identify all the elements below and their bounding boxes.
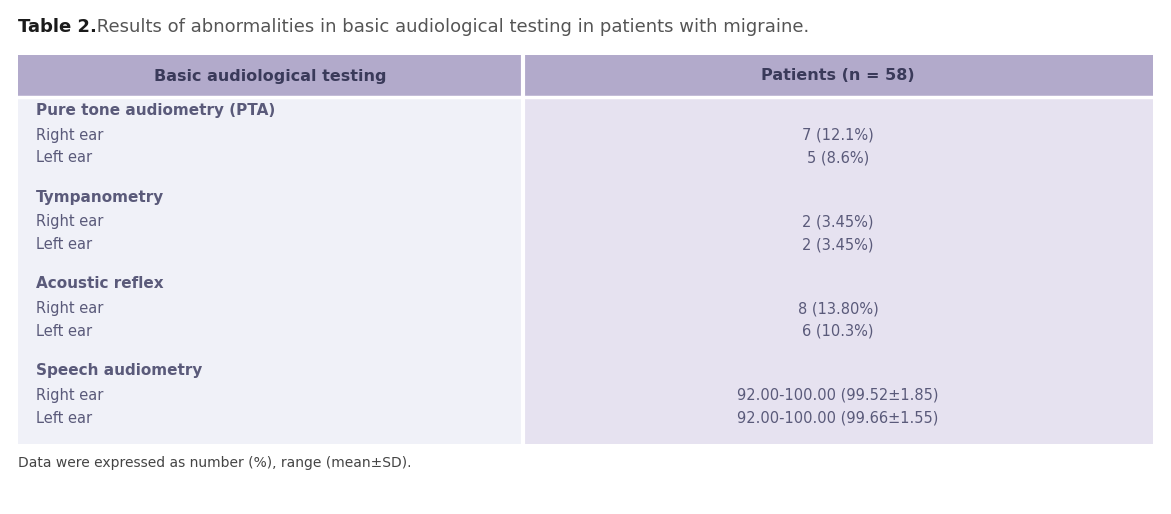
Text: 92.00-100.00 (99.66±1.55): 92.00-100.00 (99.66±1.55) (738, 411, 939, 426)
Text: Left ear: Left ear (36, 411, 93, 426)
Text: Patients (n = 58): Patients (n = 58) (761, 68, 915, 83)
Text: Left ear: Left ear (36, 324, 93, 339)
Text: Right ear: Right ear (36, 214, 103, 229)
Text: Basic audiological testing: Basic audiological testing (155, 68, 386, 83)
Text: Right ear: Right ear (36, 301, 103, 316)
Bar (18, 55, 1153, 97)
Text: 92.00-100.00 (99.52±1.85): 92.00-100.00 (99.52±1.85) (738, 388, 939, 403)
Bar (18, 97, 523, 444)
Text: Results of abnormalities in basic audiological testing in patients with migraine: Results of abnormalities in basic audiol… (91, 18, 809, 36)
Text: 7 (12.1%): 7 (12.1%) (802, 127, 874, 143)
Text: 5 (8.6%): 5 (8.6%) (807, 151, 869, 166)
Text: 6 (10.3%): 6 (10.3%) (802, 324, 874, 339)
Text: Acoustic reflex: Acoustic reflex (36, 277, 164, 291)
Text: 2 (3.45%): 2 (3.45%) (802, 214, 874, 229)
Text: Data were expressed as number (%), range (mean±SD).: Data were expressed as number (%), range… (18, 456, 411, 470)
Text: Right ear: Right ear (36, 388, 103, 403)
Text: Table 2.: Table 2. (18, 18, 97, 36)
Bar (523, 97, 1153, 444)
Text: Pure tone audiometry (PTA): Pure tone audiometry (PTA) (36, 103, 275, 118)
Text: Left ear: Left ear (36, 237, 93, 252)
Text: 8 (13.80%): 8 (13.80%) (797, 301, 878, 316)
Text: 2 (3.45%): 2 (3.45%) (802, 237, 874, 252)
Text: Tympanometry: Tympanometry (36, 190, 164, 205)
Text: Speech audiometry: Speech audiometry (36, 363, 203, 378)
Text: Right ear: Right ear (36, 127, 103, 143)
Text: Left ear: Left ear (36, 151, 93, 166)
